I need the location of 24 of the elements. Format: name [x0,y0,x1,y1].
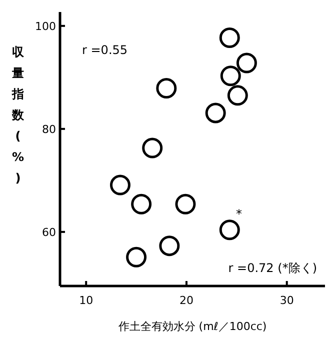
x-tick-label: 20 [179,294,194,307]
point [205,102,226,124]
point [227,85,248,106]
point [219,28,240,48]
point [219,220,240,240]
point [126,246,147,268]
point [159,236,180,256]
x-tick-label: 30 [280,294,294,307]
x-axis-title: 作土全有効水分 (mℓ／100cc) [117,320,267,333]
point [142,138,163,158]
y-axis-title: 収量指数(%) [11,45,25,185]
point [175,194,196,214]
point [110,174,130,196]
x-tick-label: 10 [79,294,94,307]
point [131,194,152,214]
annotation: r =0.55 [82,43,128,57]
point [236,52,257,74]
y-tick-label: 60 [42,226,56,239]
annotation: * [236,207,242,221]
y-tick-label: 100 [35,20,56,33]
annotation: r =0.72 (*除く) [228,261,317,275]
y-tick-label: 80 [42,122,56,136]
point [156,78,177,98]
point [220,66,241,86]
